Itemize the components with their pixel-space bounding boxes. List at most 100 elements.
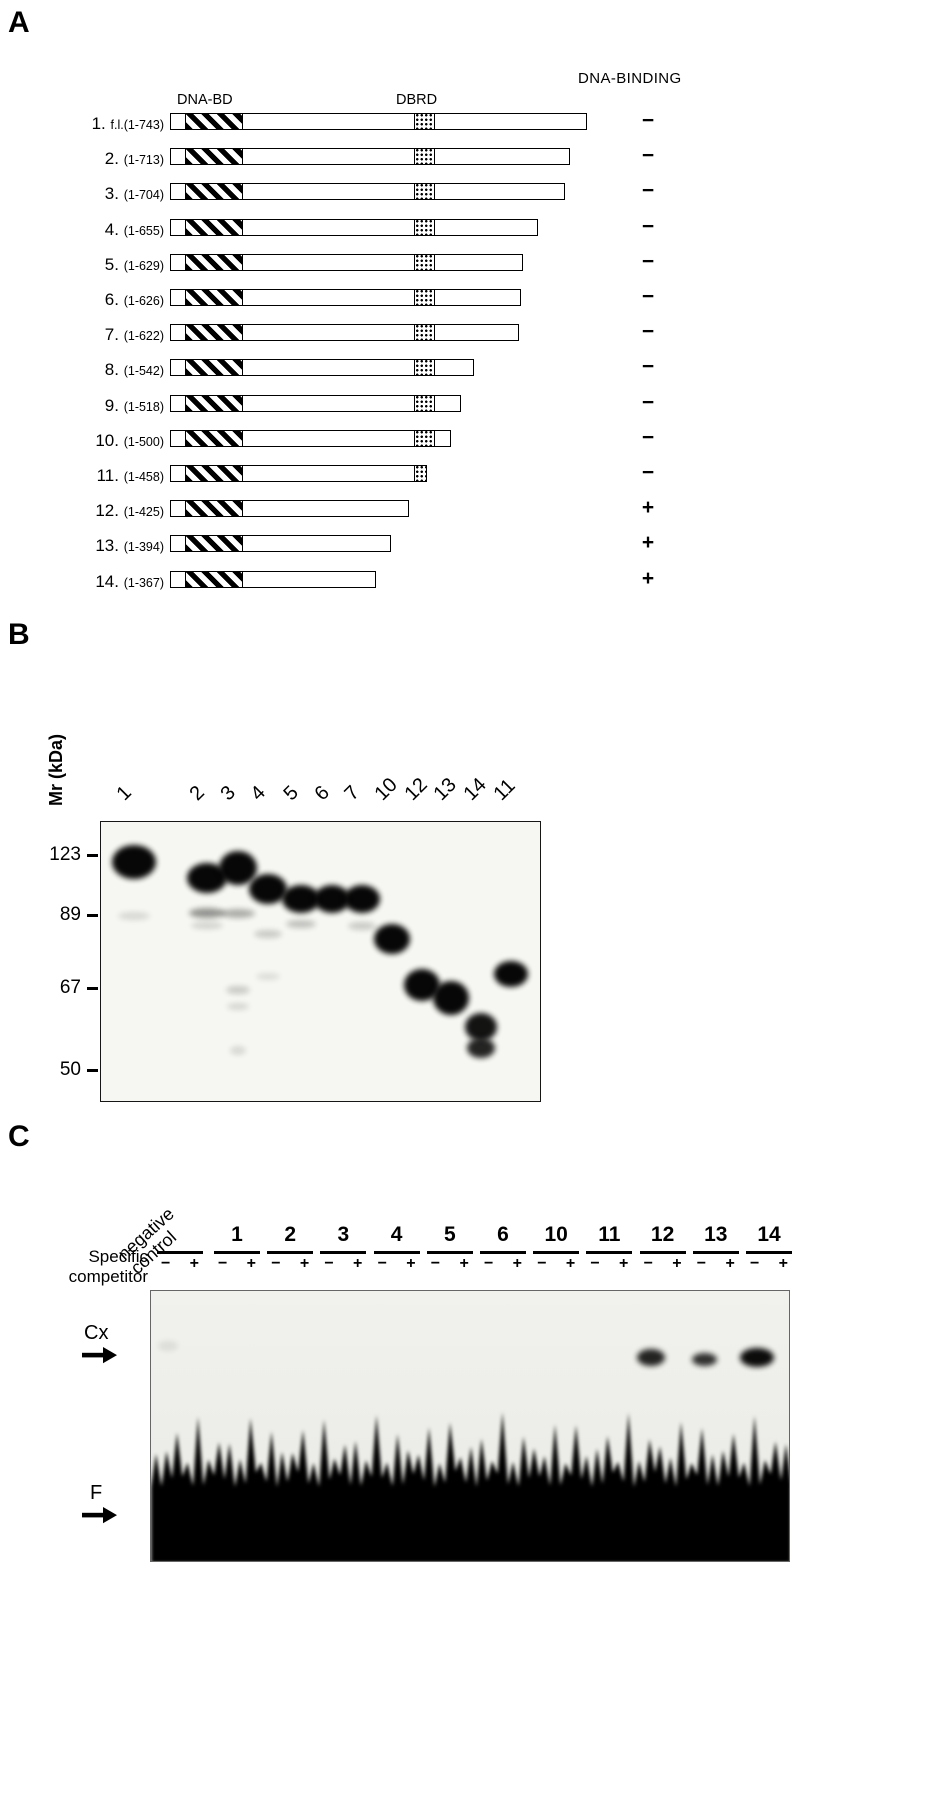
construct-label: 11. (1-458) <box>0 466 164 486</box>
lane-number: 6 <box>497 1223 509 1246</box>
free-probe-label: F <box>90 1482 103 1504</box>
construct-label: 10. (1-500) <box>0 431 164 451</box>
minus-sign: − <box>218 1254 228 1272</box>
gel-band <box>230 1045 246 1055</box>
plus-sign: + <box>459 1254 469 1272</box>
competitor-overbar <box>373 1251 420 1254</box>
dbrd-domain-box <box>414 254 435 270</box>
competitor-signs: − + <box>211 1254 263 1273</box>
dna-bd-domain-box <box>185 501 243 517</box>
plus-sign: + <box>512 1254 522 1272</box>
competitor-signs: − + <box>583 1254 635 1273</box>
binding-sign: − <box>641 320 655 344</box>
construct-row: 5. (1-629) − <box>0 250 720 276</box>
competitor-overbar <box>320 1251 367 1254</box>
gel-band <box>467 1038 495 1058</box>
competitor-signs: − + <box>477 1254 529 1273</box>
minus-sign: − <box>537 1254 547 1272</box>
gel-band <box>254 930 282 938</box>
lane-number: 13 <box>704 1223 728 1246</box>
competitor-overbar <box>267 1251 314 1254</box>
competitor-signs: − + <box>154 1254 206 1273</box>
lane-number: 1 <box>231 1223 243 1246</box>
gel-band <box>118 912 150 920</box>
binding-sign: − <box>641 461 655 484</box>
dbrd-domain-box <box>414 290 435 305</box>
minus-sign: − <box>377 1254 387 1272</box>
construct-number: 13. <box>95 536 124 556</box>
competitor-signs: − + <box>317 1254 369 1273</box>
dbrd-domain-box <box>414 184 435 200</box>
gel-band <box>433 981 469 1015</box>
mw-marker-label: 50 <box>59 1059 81 1080</box>
mw-marker: 50 <box>36 1059 98 1081</box>
plus-sign: + <box>565 1254 576 1272</box>
mw-marker: 89 <box>36 904 98 926</box>
dbrd-domain-box <box>414 360 435 376</box>
competitor-overbar <box>157 1251 203 1254</box>
dna-bd-domain-box <box>185 184 243 200</box>
lane-group-14: 14 − + <box>743 1222 795 1273</box>
construct-row: 1. f.l.(1-743) − <box>0 109 720 135</box>
lane-number: 3 <box>337 1223 350 1246</box>
lane-group-1: 1 − + <box>211 1222 263 1273</box>
construct-range: (1-458) <box>123 470 164 484</box>
construct-number: 6. <box>104 290 124 309</box>
lane-number: 12 <box>650 1223 675 1246</box>
mw-marker-label: 89 <box>59 904 81 925</box>
binding-sign: − <box>641 179 655 203</box>
competitor-overbar <box>214 1251 260 1254</box>
free-probe-region <box>151 1412 789 1561</box>
construct-number: 14. <box>95 571 124 591</box>
construct-bar <box>170 183 565 201</box>
construct-number: 8. <box>104 360 124 380</box>
lane-group-negative-control: − + <box>154 1222 206 1273</box>
mw-marker-tick <box>87 986 98 990</box>
f-arrow-icon <box>82 1507 117 1524</box>
construct-label: 9. (1-518) <box>0 396 164 416</box>
construct-range: (1-500) <box>123 434 164 449</box>
mw-marker-tick <box>87 913 98 917</box>
dna-bd-domain-box <box>185 254 243 270</box>
competitor-signs: − + <box>424 1254 476 1273</box>
construct-row: 13. (1-394) + <box>0 531 720 557</box>
construct-row: 2. (1-713) − <box>0 144 720 170</box>
dna-bd-domain-label: DNA-BD <box>177 92 233 108</box>
minus-sign: − <box>161 1254 171 1272</box>
plus-sign: + <box>672 1254 682 1272</box>
dna-bd-domain-box <box>185 114 243 129</box>
lane-group-13: 13 − + <box>690 1222 742 1273</box>
construct-label: 12. (1-425) <box>0 501 164 521</box>
construct-label: 7. (1-622) <box>0 325 164 345</box>
construct-label: 3. (1-704) <box>0 184 164 204</box>
construct-label: 2. (1-713) <box>0 149 164 169</box>
plus-sign: + <box>778 1254 788 1272</box>
gel-band <box>226 986 250 994</box>
minus-sign: − <box>590 1254 600 1272</box>
binding-sign: − <box>641 144 655 168</box>
mw-marker-tick <box>87 853 98 857</box>
dbrd-domain-box <box>414 114 435 129</box>
construct-number: 5. <box>104 254 124 274</box>
construct-row: 11. (1-458) − <box>0 461 720 487</box>
construct-row: 10. (1-500) − <box>0 426 720 452</box>
construct-bar <box>170 535 391 553</box>
dna-bd-domain-box <box>185 466 243 481</box>
construct-label: 14. (1-367) <box>0 572 164 592</box>
competitor-signs: − + <box>530 1254 582 1273</box>
construct-bar <box>170 359 474 377</box>
construct-row: 14. (1-367) + <box>0 567 720 593</box>
binding-sign: − <box>641 425 655 449</box>
dna-binding-header: DNA-BINDING <box>578 70 682 87</box>
gel-band <box>282 885 320 913</box>
competitor-overbar <box>692 1251 739 1254</box>
minus-sign: − <box>271 1254 281 1272</box>
competitor-overbar <box>426 1251 473 1254</box>
western-blot-gel <box>100 821 541 1102</box>
dna-bd-domain-box <box>185 430 243 446</box>
gel-band <box>465 1013 497 1041</box>
minus-sign: − <box>484 1254 494 1272</box>
construct-bar <box>170 394 461 412</box>
binding-sign: − <box>641 109 655 132</box>
